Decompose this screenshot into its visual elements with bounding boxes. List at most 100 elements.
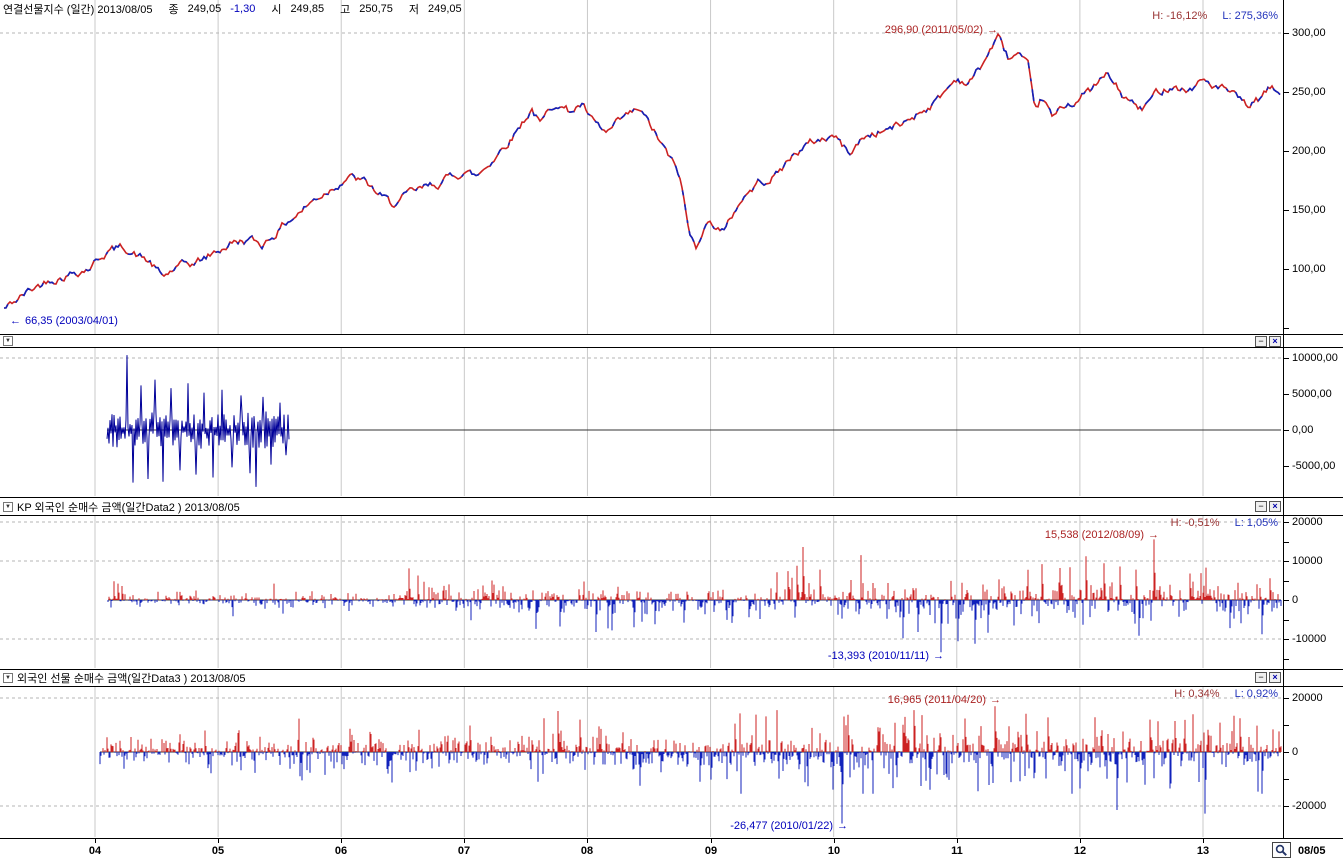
y-tick-label: 10000 [1292,555,1323,567]
y-axis-line [1283,0,1284,838]
price-trough-annotation: ← 66,35 (2003/04/01) [6,315,118,327]
y-tick-label: -10000 [1292,633,1327,645]
price-chart-title: 연결선물지수 (일간) 2013/08/05 [3,4,153,16]
dropdown-icon[interactable]: ▼ [3,336,13,346]
close-button[interactable]: × [1269,336,1281,347]
oscillator-window-buttons: − × [1255,336,1281,347]
tick-mark [1283,358,1289,359]
high-value: 250,75 [359,3,393,15]
futures-netbuy-window-buttons: − × [1255,672,1281,683]
price-chart-header: 연결선물지수 (일간) 2013/08/05 종 249,05 -1,30 시 … [0,1,462,17]
x-tick-label: 04 [88,845,102,857]
tick-mark [833,839,835,843]
price-chart-plot[interactable] [0,0,1283,337]
y-tick-label: -20000 [1292,800,1327,812]
kospi-trough-annotation: -13,393 (2010/11/11) → [828,650,948,662]
price-trough-text: 66,35 (2003/04/01) [25,315,118,327]
y-tick-label: 250,00 [1292,86,1326,98]
y-tick-label: 0 [1292,746,1299,758]
futures-trough-annotation: -26,477 (2010/01/22) → [730,820,852,832]
tick-mark [1283,561,1289,562]
tick-mark [218,839,220,843]
kospi-trough-text: -13,393 (2010/11/11) [827,650,929,662]
price-high-low-readout: H: -16,12% L: 275,36% [1152,10,1278,22]
minimize-button[interactable]: − [1255,501,1267,512]
tick-mark [1283,619,1289,621]
kospi-netbuy-window-buttons: − × [1255,501,1281,512]
kospi-high-low-readout: H: -0,51% L: 1,05% [1171,517,1278,529]
x-tick-label: 11 [951,845,963,857]
low-percent: L: 0,92% [1234,688,1278,700]
x-tick-label: 05 [211,845,225,857]
tick-mark [1283,92,1289,93]
tick-mark [1079,839,1081,843]
price-peak-annotation: 296,90 (2011/05/02) → [885,24,1002,36]
y-tick-label: 20000 [1292,692,1323,704]
divider [0,515,1343,516]
high-label: 고 [340,4,351,16]
arrow-right-icon: → [990,694,1001,706]
tick-mark [587,839,589,843]
oscillator-plot[interactable] [0,348,1283,499]
y-tick-label: 10000,00 [1292,352,1338,364]
futures-netbuy-title: 외국인 선물 순매수 금액(일간Data3 ) 2013/08/05 [17,673,246,685]
x-tick-label: 13 [1196,845,1210,857]
tick-mark [1283,522,1289,523]
tick-mark [464,839,466,843]
y-tick-label: 150,00 [1292,204,1326,216]
arrow-right-icon: → [837,820,848,832]
tick-mark [1283,466,1289,467]
tick-mark [1283,328,1289,329]
close-label: 종 [168,4,179,16]
y-tick-label: 300,00 [1292,27,1326,39]
high-percent: H: 0,34% [1174,688,1220,700]
close-button[interactable]: × [1269,672,1281,683]
tick-mark [1283,580,1289,582]
y-tick-label: 5000,00 [1292,388,1332,400]
tick-mark [1283,725,1289,726]
x-tick-label: 06 [334,845,348,857]
x-tick-label: 08 [580,845,594,857]
tick-mark [1283,541,1289,543]
low-value: 249,05 [428,3,462,15]
zoom-button[interactable] [1272,842,1291,858]
price-peak-text: 296,90 (2011/05/02) [884,24,983,36]
kospi-netbuy-plot[interactable] [0,516,1283,671]
x-axis-end-date: 08/05 [1298,845,1326,857]
tick-mark [1283,698,1289,699]
kospi-netbuy-header: ▼ KP 외국인 순매수 금액(일간Data2 ) 2013/08/05 [0,499,240,515]
arrow-left-icon: ← [10,315,21,327]
divider [0,669,1343,670]
change-value: -1,30 [230,3,256,15]
high-percent: H: -0,51% [1170,517,1220,529]
tick-mark [1283,151,1289,152]
minimize-button[interactable]: − [1255,672,1267,683]
futures-trough-text: -26,477 (2010/01/22) [730,820,833,832]
y-tick-label: 0,00 [1292,424,1314,436]
divider [0,334,1343,335]
divider [0,497,1343,498]
arrow-right-icon: → [933,650,944,662]
y-tick-label: -5000,00 [1292,460,1336,472]
futures-peak-annotation: 16,965 (2011/04/20) → [888,694,1005,706]
arrow-right-icon: → [1148,529,1159,541]
tick-mark [1283,806,1289,807]
divider [0,347,1343,348]
minimize-button[interactable]: − [1255,336,1267,347]
futures-netbuy-plot[interactable] [0,687,1283,840]
dropdown-icon[interactable]: ▼ [3,673,13,683]
x-tick-label: 09 [704,845,718,857]
kospi-peak-text: 15,538 (2012/08/09) [1044,529,1144,541]
high-percent: H: -16,12% [1152,10,1208,22]
tick-mark [1283,779,1289,780]
tick-mark [1283,33,1289,34]
dropdown-icon[interactable]: ▼ [3,502,13,512]
tick-mark [1283,210,1289,211]
open-value: 249,85 [290,3,325,15]
y-tick-label: 0 [1292,594,1299,606]
tick-mark [1283,639,1289,640]
tick-mark [95,839,96,843]
close-button[interactable]: × [1269,501,1281,512]
close-value: 249,05 [187,3,222,15]
